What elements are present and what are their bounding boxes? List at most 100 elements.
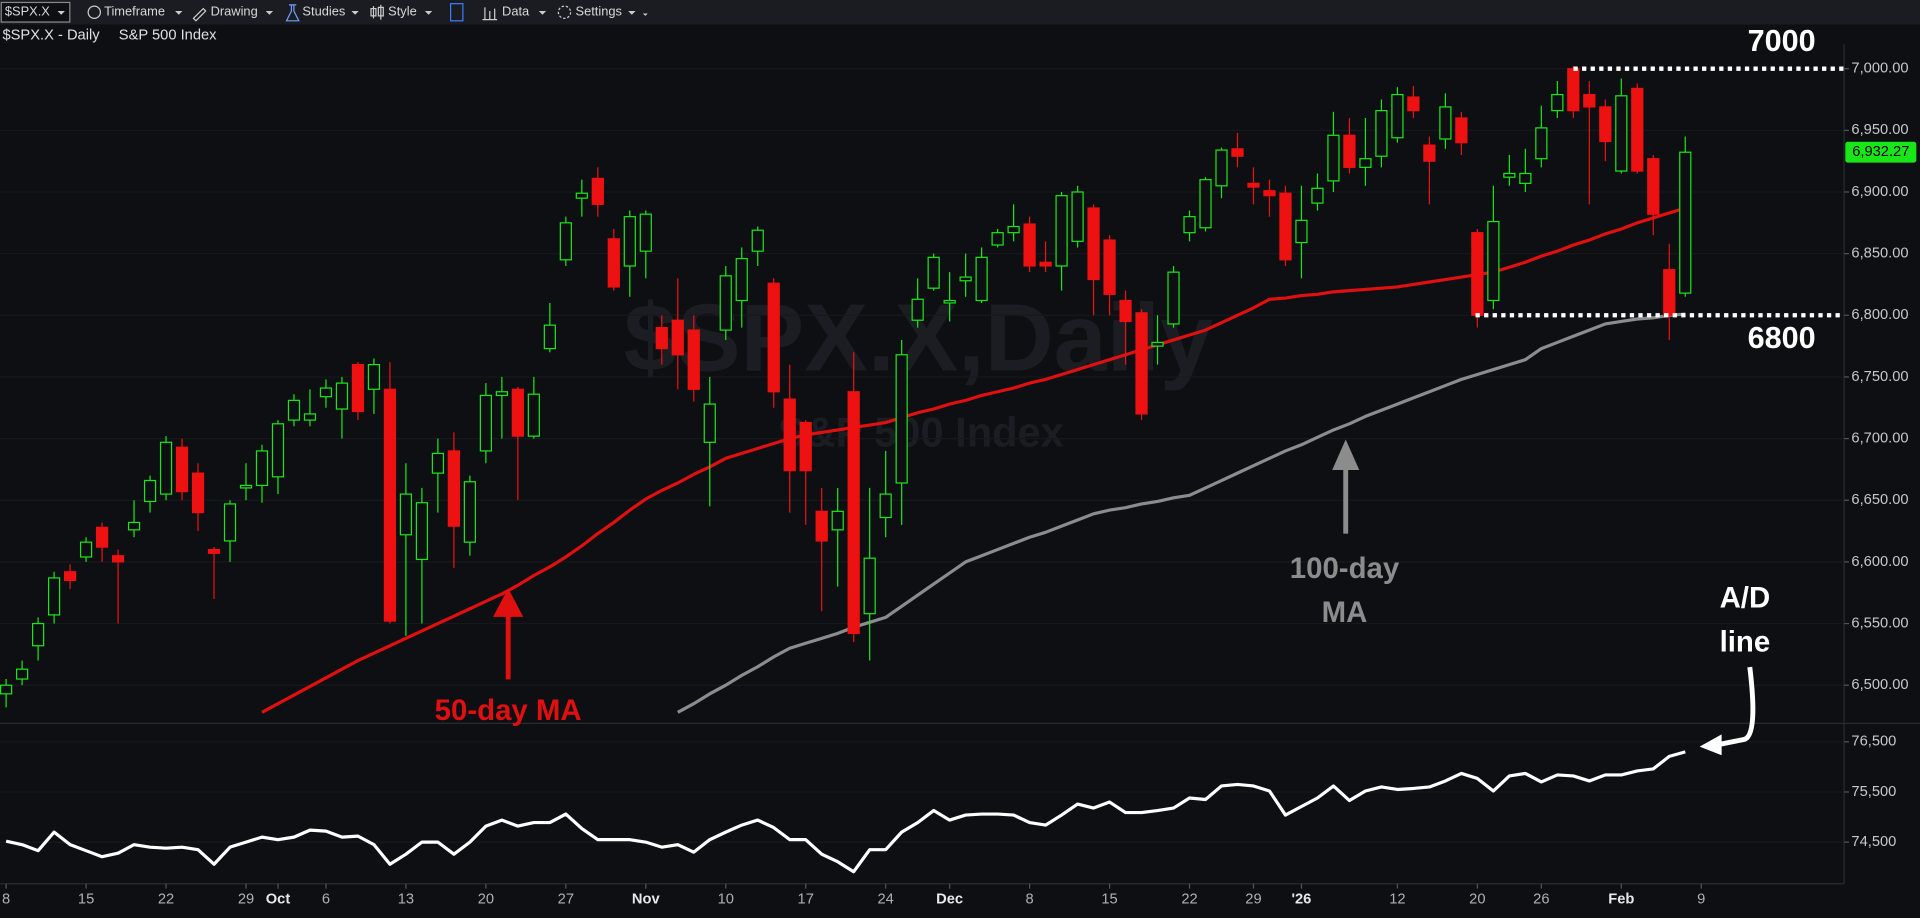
toolbar-item[interactable]: Data <box>502 4 530 19</box>
candle-body <box>1167 271 1180 325</box>
x-tick-label: 15 <box>78 892 94 908</box>
candle-body <box>591 177 604 205</box>
candle-body <box>367 364 381 390</box>
x-tick-label: 8 <box>2 892 10 908</box>
candle-body <box>639 213 652 252</box>
candle-body <box>1503 172 1516 178</box>
candle-body <box>335 382 349 410</box>
candle-body <box>527 393 540 437</box>
chart-subtitle: S&P 500 Index <box>119 27 217 43</box>
candle-body <box>1679 151 1692 294</box>
candle-body <box>815 510 828 542</box>
candle-body <box>879 493 892 519</box>
x-tick-label: 29 <box>1245 892 1261 908</box>
y-tick-label: 6,750.00 <box>1851 369 1908 385</box>
candle-body <box>895 354 908 484</box>
x-tick-label: 20 <box>478 892 494 908</box>
ma100-annotation: 100-day <box>1290 552 1400 585</box>
chart-title: $SPX.X - Daily <box>2 27 100 43</box>
ad-annotation: A/D <box>1720 582 1771 615</box>
y-tick-label: 7,000.00 <box>1851 61 1908 77</box>
toolbar-item[interactable]: Timeframe <box>104 4 165 19</box>
candle-body <box>15 668 29 680</box>
candle-body <box>927 256 940 289</box>
candle-body <box>1471 232 1484 316</box>
level-label: 6800 <box>1748 321 1816 355</box>
candle-body <box>207 548 221 554</box>
candle-body <box>383 388 397 622</box>
x-tick-label: 27 <box>558 892 574 908</box>
x-tick-label: 22 <box>1181 892 1197 908</box>
candle-body <box>703 403 716 443</box>
candle-body <box>239 484 253 489</box>
layout-icon[interactable] <box>450 3 464 22</box>
toolbar-item[interactable]: Studies <box>302 4 345 19</box>
y-tick-label: 74,500 <box>1851 834 1896 850</box>
candle-body <box>1119 299 1132 323</box>
candle-body <box>1071 191 1084 242</box>
candle-body <box>1439 106 1452 140</box>
candle-body <box>351 364 365 413</box>
candle-body <box>1551 93 1564 112</box>
candle-body <box>1647 158 1660 215</box>
candle-body <box>47 577 61 616</box>
candle-body <box>287 399 301 421</box>
candle-body <box>1519 172 1532 184</box>
candle-body <box>1247 182 1260 188</box>
candle-body <box>191 472 205 514</box>
candle-body <box>735 257 748 302</box>
candle-body <box>1599 106 1612 143</box>
x-tick-label: 12 <box>1389 892 1405 908</box>
candle-body <box>1311 187 1324 204</box>
x-tick-label: '26 <box>1292 892 1312 908</box>
candle-body <box>1215 149 1228 187</box>
candle-body <box>991 232 1004 246</box>
y-tick-label: 6,700.00 <box>1851 430 1908 446</box>
x-tick-label: Nov <box>632 892 661 908</box>
candle-body <box>575 192 588 199</box>
candle-body <box>479 394 492 452</box>
candle-body <box>431 452 445 474</box>
toolbar-item[interactable]: Style <box>388 4 417 19</box>
candle-body <box>607 238 620 288</box>
moving-average <box>677 312 1686 714</box>
style-icon <box>370 4 384 20</box>
y-tick-label: 6,850.00 <box>1851 246 1908 262</box>
x-tick-label: Oct <box>266 892 291 908</box>
candle-body <box>1631 87 1644 172</box>
ma100-arrow <box>1332 439 1360 534</box>
x-tick-label: 22 <box>158 892 174 908</box>
candle-body <box>959 276 972 282</box>
candle-body <box>1007 225 1020 234</box>
candle-body <box>559 222 572 261</box>
candle-body <box>687 329 700 390</box>
moving-average <box>261 206 1686 714</box>
ad-arrowhead <box>1699 734 1722 756</box>
x-tick-label: 29 <box>238 892 254 908</box>
candle-body <box>831 510 844 531</box>
candle-body <box>1151 341 1164 347</box>
candle-body <box>175 446 189 493</box>
candle-body <box>1039 261 1052 267</box>
candle-body <box>799 421 812 472</box>
candle-body <box>1455 117 1468 144</box>
candle-body <box>1375 109 1388 157</box>
candle-body <box>1263 190 1276 197</box>
symbol-input[interactable]: $SPX.X <box>5 4 50 19</box>
candle-body <box>671 319 684 356</box>
candle-body <box>1359 158 1372 168</box>
x-tick-label: 6 <box>322 892 330 908</box>
symbol-box[interactable] <box>0 1 71 23</box>
candle-body <box>1055 195 1068 267</box>
candle-body <box>1615 95 1628 172</box>
y-tick-label: 76,500 <box>1851 734 1896 750</box>
toolbar-item[interactable]: Settings <box>576 4 622 19</box>
last-price-box <box>1845 141 1917 163</box>
candle-body <box>719 275 732 331</box>
candle-body <box>1103 239 1116 295</box>
toolbar-item[interactable]: Drawing <box>211 4 258 19</box>
x-tick-label: 24 <box>877 892 893 908</box>
x-tick-label: 20 <box>1469 892 1485 908</box>
